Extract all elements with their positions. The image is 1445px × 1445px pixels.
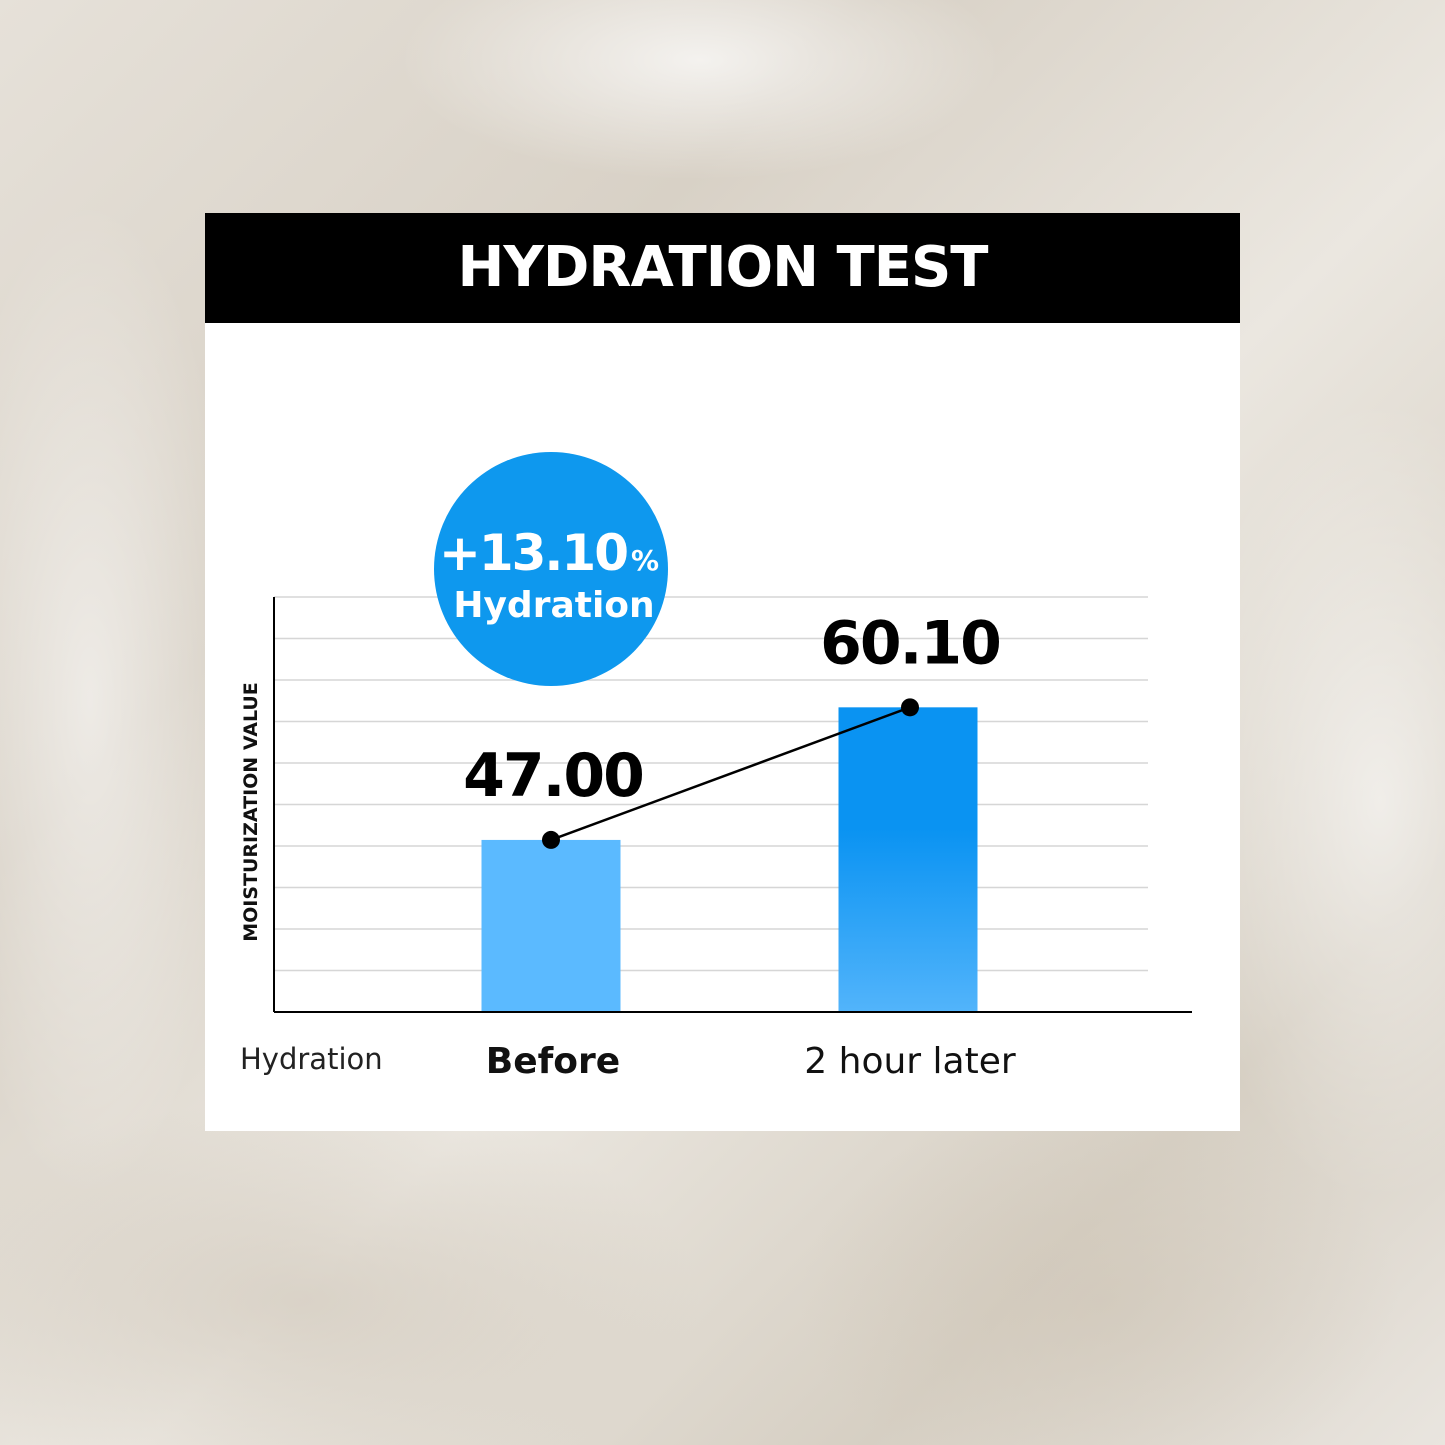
- bars: [481, 707, 978, 1012]
- trend-line: [542, 698, 919, 849]
- category-label: 2 hour later: [804, 1041, 1016, 1082]
- data-label: 60.10: [820, 608, 1000, 678]
- x-axis-label: Hydration: [240, 1042, 383, 1076]
- data-label: 47.00: [463, 741, 643, 811]
- chart-title: HYDRATION TEST: [205, 213, 1240, 323]
- badge-label: Hydration: [453, 585, 654, 626]
- category-label: Before: [486, 1041, 620, 1082]
- badge-value: +13.10%: [439, 524, 659, 582]
- bar-0: [481, 839, 621, 1012]
- chart-svg: 47.00 Before 60.10 2 hour later MOISTURIZAT…: [240, 452, 1192, 1082]
- badge-circle: [434, 452, 668, 686]
- y-axis-label: MOISTURIZATION VALUE: [240, 682, 262, 942]
- chart-panel: HYDRATION TEST 47.00 Before 60.10 2 hour la…: [205, 213, 1240, 1131]
- data-point: [901, 698, 919, 717]
- bar-1: [838, 707, 978, 1012]
- badge: +13.10% Hydration: [434, 452, 668, 686]
- data-point: [542, 830, 560, 849]
- gridlines: [274, 596, 1148, 972]
- trend-segment: [550, 706, 911, 842]
